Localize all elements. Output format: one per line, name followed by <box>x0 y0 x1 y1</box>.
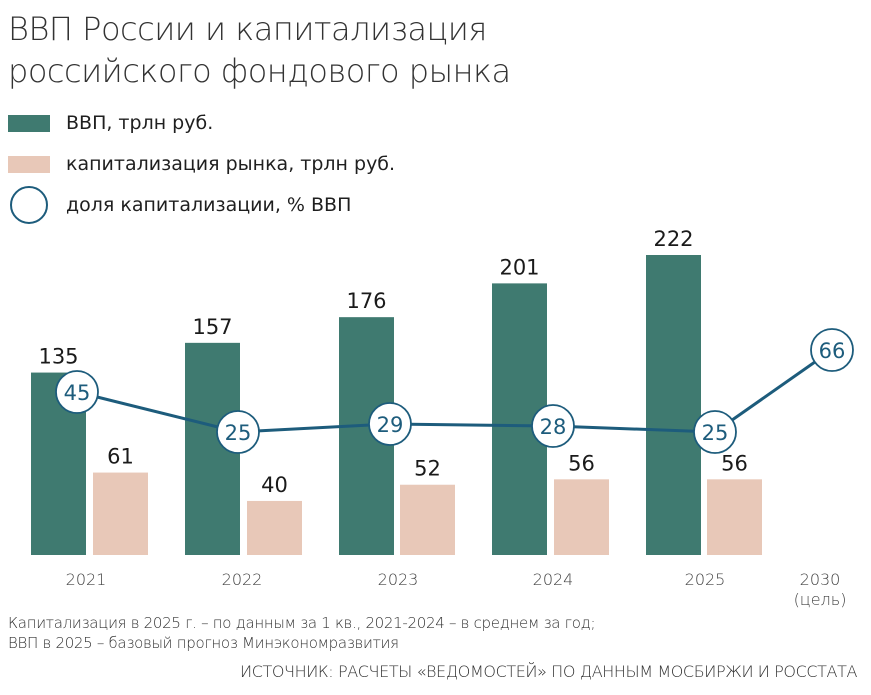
legend-item-cap: капитализация рынка, трлн руб. <box>8 149 395 179</box>
share-point-2023 <box>368 402 412 446</box>
label-share-2030: 66 <box>819 339 846 363</box>
x-tick-2024: 2024 <box>533 570 574 589</box>
label-share-2022: 25 <box>225 421 252 445</box>
share-line <box>76 348 833 434</box>
label-gdp-2021: 135 <box>38 345 78 369</box>
title-line-1: ВВП России и капитализация <box>8 10 487 48</box>
label-gdp-2025: 222 <box>653 227 693 251</box>
legend-item-gdp: ВВП, трлн руб. <box>8 108 213 138</box>
label-share-2023: 29 <box>377 413 404 437</box>
chart-title: ВВП России и капитализация российского ф… <box>8 8 511 92</box>
bar-cap-2025 <box>707 479 762 555</box>
legend-circle-icon <box>10 186 48 224</box>
share-point-2021 <box>55 370 99 414</box>
x-tick-2023: 2023 <box>378 570 419 589</box>
label-cap-2022: 40 <box>261 473 288 497</box>
label-cap-2021: 61 <box>107 445 134 469</box>
share-point-2030 <box>810 328 854 372</box>
label-cap-2025: 56 <box>721 451 748 475</box>
bar-cap-2022 <box>247 500 302 555</box>
legend-label-share: доля капитализации, % ВВП <box>66 194 352 216</box>
title-line-2: российского фондового рынка <box>8 52 511 90</box>
footnote-line-1: Капитализация в 2025 г. – по данным за 1… <box>8 614 596 632</box>
label-gdp-2022: 157 <box>192 315 232 339</box>
x-tick-2021: 2021 <box>66 570 107 589</box>
legend-swatch-gdp <box>8 114 50 132</box>
bar-cap-2023 <box>400 484 455 555</box>
label-cap-2023: 52 <box>414 457 441 481</box>
share-point-2022 <box>216 410 260 454</box>
legend-label-gdp: ВВП, трлн руб. <box>66 112 214 134</box>
legend-swatch-cap <box>8 155 50 173</box>
share-point-2025 <box>693 410 737 454</box>
x-tick-2030: 2030 <box>800 570 841 589</box>
bar-cap-2021 <box>93 472 148 555</box>
x-tick-2025: 2025 <box>685 570 726 589</box>
x-tick-2022: 2022 <box>222 570 263 589</box>
legend-item-share: доля капитализации, % ВВП <box>8 185 351 225</box>
label-share-2024: 28 <box>540 415 567 439</box>
x-tick-sublabel-2030: (цель) <box>794 590 847 609</box>
source-note: ИСТОЧНИК: РАСЧЕТЫ «ВЕДОМОСТЕЙ» ПО ДАННЫМ… <box>240 662 857 681</box>
bar-cap-2024 <box>554 479 609 555</box>
label-share-2025: 25 <box>702 421 729 445</box>
label-cap-2024: 56 <box>568 451 595 475</box>
legend-label-cap: капитализация рынка, трлн руб. <box>66 153 396 175</box>
footnote-line-2: ВВП в 2025 – базовый прогноз Минэкономра… <box>8 634 399 652</box>
label-gdp-2024: 201 <box>499 255 539 279</box>
share-point-2024 <box>531 404 575 448</box>
label-gdp-2023: 176 <box>346 289 386 313</box>
bar-gdp-2025 <box>646 255 701 555</box>
label-share-2021: 45 <box>64 381 91 405</box>
